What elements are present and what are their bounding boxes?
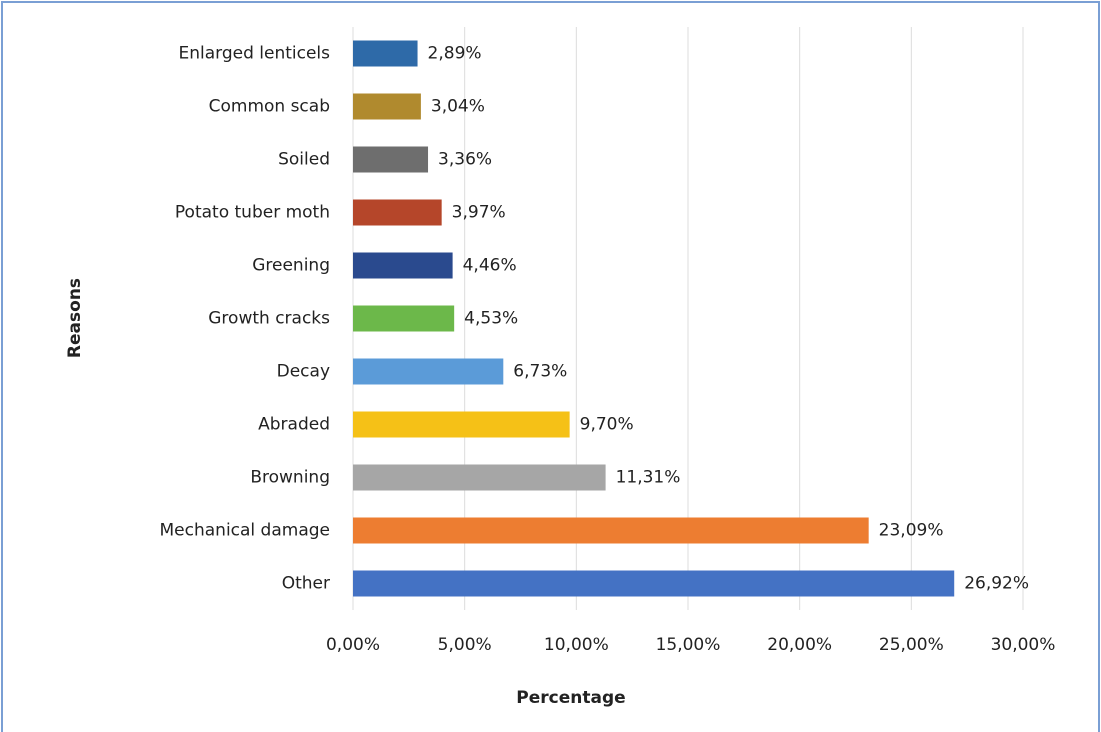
value-label: 26,92% — [964, 574, 1029, 594]
bar — [353, 411, 570, 438]
bar — [353, 199, 442, 226]
y-tick-label: Abraded — [258, 415, 330, 435]
x-tick-label: 20,00% — [767, 635, 832, 655]
y-tick-label: Browning — [250, 468, 330, 488]
bar — [353, 517, 869, 544]
x-tick-label: 25,00% — [879, 635, 944, 655]
y-tick-label: Potato tuber moth — [175, 203, 330, 223]
value-label: 2,89% — [428, 44, 482, 64]
bar — [353, 305, 455, 332]
bar — [353, 40, 418, 67]
y-tick-label: Growth cracks — [208, 309, 330, 329]
x-tick-label: 10,00% — [544, 635, 609, 655]
y-axis-title: Reasons — [65, 278, 85, 358]
value-label: 6,73% — [513, 362, 567, 382]
value-label: 4,46% — [463, 256, 517, 276]
y-tick-label: Decay — [277, 362, 330, 382]
value-label: 9,70% — [580, 415, 634, 435]
y-tick-label: Mechanical damage — [160, 521, 331, 541]
bar — [353, 93, 421, 120]
y-tick-label: Enlarged lenticels — [178, 44, 330, 64]
bar — [353, 358, 504, 385]
x-axis-title: Percentage — [516, 688, 625, 708]
value-label: 4,53% — [464, 309, 518, 329]
bar — [353, 464, 606, 491]
y-tick-label: Other — [282, 574, 330, 594]
value-label: 3,36% — [438, 150, 492, 170]
value-label: 23,09% — [879, 521, 944, 541]
y-tick-label: Common scab — [209, 97, 330, 117]
value-label: 11,31% — [616, 468, 681, 488]
value-label: 3,97% — [452, 203, 506, 223]
y-tick-label: Greening — [252, 256, 330, 276]
bar — [353, 252, 453, 279]
x-tick-label: 5,00% — [438, 635, 492, 655]
value-label: 3,04% — [431, 97, 485, 117]
bar — [353, 146, 429, 173]
bar — [353, 570, 955, 597]
y-tick-label: Soiled — [278, 150, 330, 170]
x-tick-label: 30,00% — [991, 635, 1056, 655]
x-tick-label: 0,00% — [326, 635, 380, 655]
x-tick-label: 15,00% — [656, 635, 721, 655]
